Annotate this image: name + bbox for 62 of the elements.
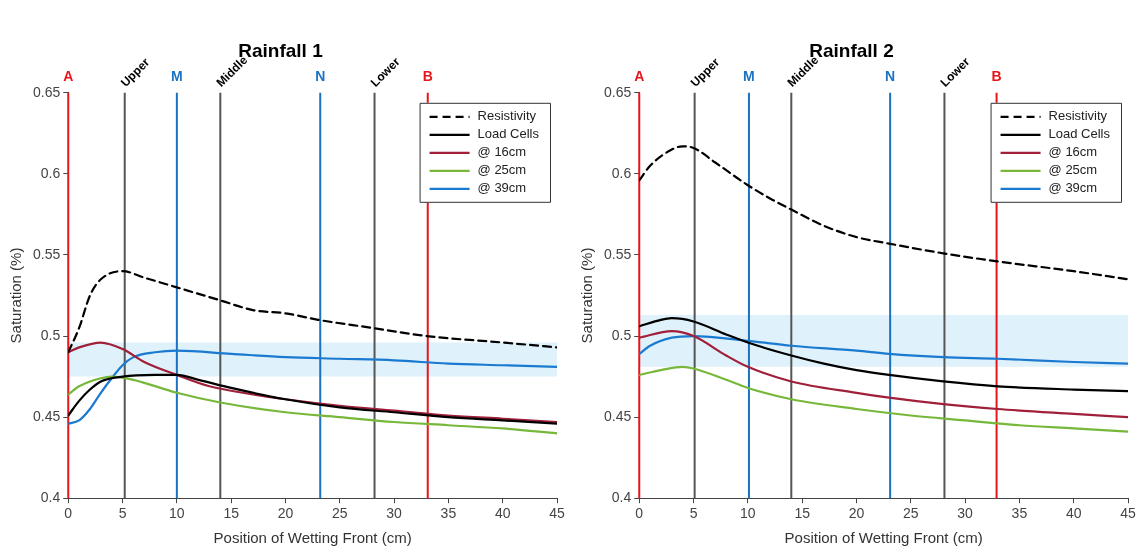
x-tick-label: 40 — [1065, 505, 1082, 522]
ref-line-label: B — [422, 67, 433, 84]
x-tick-label: 15 — [223, 505, 240, 522]
line-series — [639, 334, 1128, 365]
legend-label: Resistivity — [477, 108, 537, 124]
x-tick-label: 25 — [902, 505, 919, 522]
y-tick-label: 0.6 — [611, 164, 632, 181]
x-tick-label: 5 — [689, 505, 698, 522]
legend-label: @ 39cm — [477, 180, 527, 196]
y-axis-title: Saturation (%) — [578, 247, 596, 344]
line-series — [68, 373, 557, 425]
x-tick-label: 35 — [1011, 505, 1028, 522]
legend-label: @ 25cm — [1048, 162, 1098, 178]
ref-line-label: N — [315, 67, 326, 84]
line-series — [639, 317, 1128, 393]
x-tick-label: 5 — [118, 505, 127, 522]
y-tick-label: 0.65 — [33, 83, 61, 100]
y-tick-label: 0.45 — [33, 407, 61, 424]
line-series — [639, 330, 1128, 419]
x-tick-label: 25 — [331, 505, 348, 522]
x-tick-label: 20 — [848, 505, 865, 522]
ref-line-label: M — [743, 67, 755, 84]
y-tick-label: 0.5 — [40, 326, 61, 343]
y-tick-label: 0.55 — [604, 245, 632, 262]
legend-label: Load Cells — [1048, 126, 1111, 142]
x-tick-label: 30 — [957, 505, 974, 522]
x-tick-label: 0 — [635, 505, 644, 522]
legend-label: Load Cells — [477, 126, 540, 142]
y-tick-label: 0.4 — [40, 489, 61, 506]
y-tick-label: 0.55 — [33, 245, 61, 262]
x-tick-label: 35 — [440, 505, 457, 522]
x-tick-label: 45 — [1120, 505, 1136, 522]
ref-line-label: M — [171, 67, 183, 84]
ref-line-label: A — [634, 67, 645, 84]
x-tick-label: 15 — [794, 505, 811, 522]
line-series — [68, 375, 557, 435]
x-tick-label: 10 — [740, 505, 756, 522]
legend-label: @ 16cm — [1048, 144, 1098, 160]
x-tick-label: 20 — [277, 505, 294, 522]
ref-line-label: A — [63, 67, 74, 84]
ref-line-label: B — [991, 67, 1002, 84]
y-tick-label: 0.4 — [611, 489, 632, 506]
line-series — [68, 270, 557, 354]
legend-label: @ 16cm — [477, 144, 527, 160]
x-tick-label: 45 — [549, 505, 565, 522]
y-tick-label: 0.6 — [40, 164, 61, 181]
x-tick-label: 10 — [169, 505, 185, 522]
y-axis-title: Saturation (%) — [7, 247, 25, 344]
line-series — [639, 365, 1128, 433]
ref-line-label: N — [885, 67, 896, 84]
x-tick-label: 0 — [64, 505, 73, 522]
legend-label: @ 25cm — [477, 162, 527, 178]
line-series — [639, 145, 1128, 281]
y-tick-label: 0.5 — [611, 326, 632, 343]
x-tick-label: 40 — [494, 505, 511, 522]
x-axis-title: Position of Wetting Front (cm) — [784, 529, 983, 547]
x-axis-title: Position of Wetting Front (cm) — [213, 529, 412, 547]
y-tick-label: 0.65 — [604, 83, 632, 100]
legend-label: Resistivity — [1048, 108, 1108, 124]
legend-label: @ 39cm — [1048, 180, 1098, 196]
y-tick-label: 0.45 — [604, 407, 632, 424]
x-tick-label: 30 — [386, 505, 403, 522]
